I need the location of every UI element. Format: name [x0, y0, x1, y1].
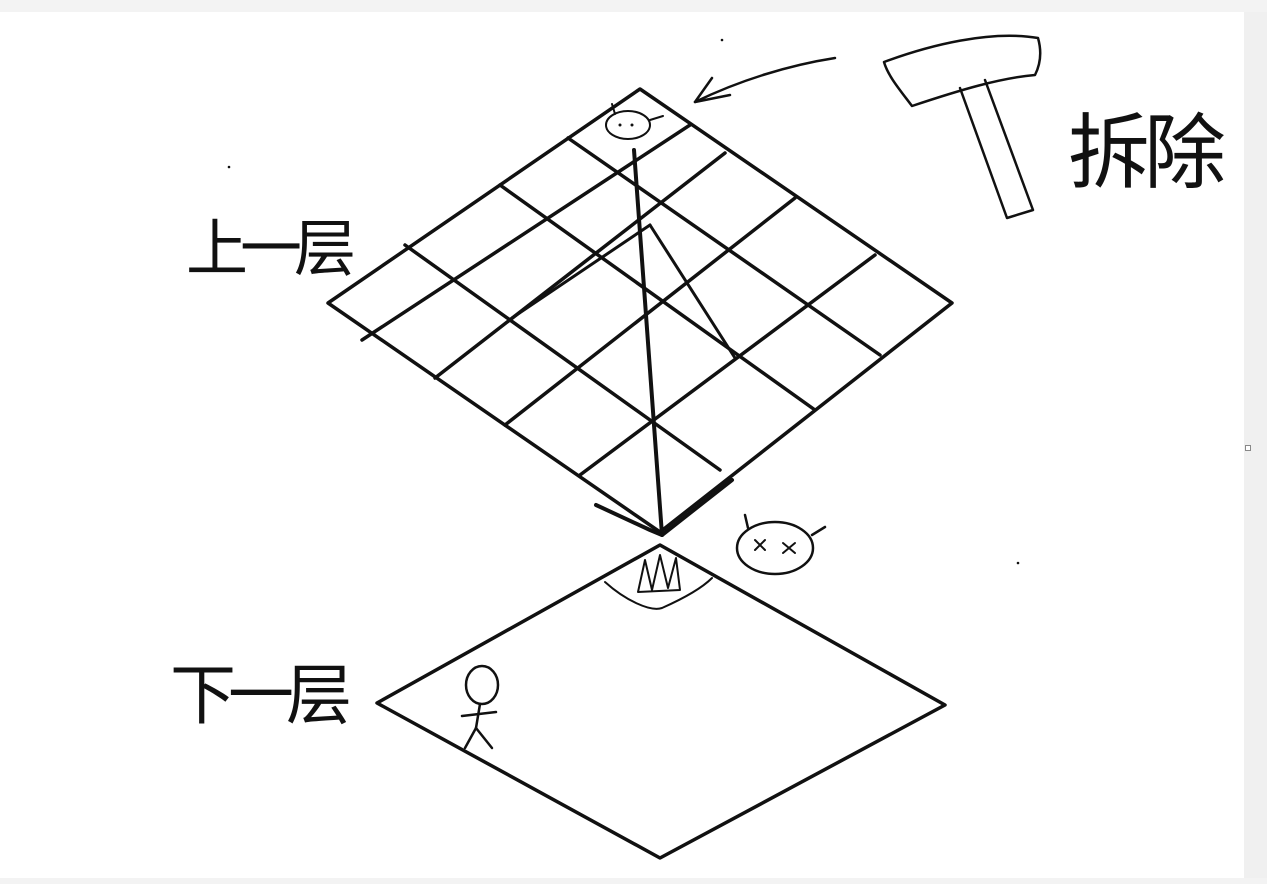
canvas-resize-handle[interactable] — [1245, 445, 1251, 451]
stray-dot — [1016, 561, 1020, 565]
stray-dot — [227, 165, 231, 169]
lower-floor-label: 下一层 — [170, 657, 352, 734]
dead-creature-face-icon — [735, 513, 827, 576]
upper-grid-line — [510, 223, 652, 320]
impact-arc — [604, 577, 713, 610]
hammer-icon — [882, 34, 1042, 220]
lower-floor-outline — [375, 543, 947, 860]
upper-grid-line — [566, 136, 882, 357]
pointer-arrow — [693, 56, 837, 104]
fall-arrow — [594, 148, 734, 537]
upper-grid-line — [648, 223, 737, 360]
upper-grid-line — [578, 253, 877, 477]
upper-floor-grid — [326, 87, 954, 534]
upper-grid-line — [433, 151, 727, 380]
fall-arrowhead — [594, 478, 734, 537]
demolish-label: 拆除 — [1068, 106, 1226, 201]
upper-grid-line — [403, 243, 722, 472]
upper-grid-line — [498, 183, 817, 412]
lower-floor — [375, 543, 947, 860]
upper-floor-outline — [326, 87, 954, 534]
creature-face-icon — [605, 103, 664, 140]
canvas-scroll-strip — [1244, 12, 1267, 878]
upper-floor-label: 上一层 — [186, 212, 356, 285]
stray-dot — [720, 38, 724, 42]
impact-mark — [637, 554, 681, 593]
upper-grid-line — [503, 196, 797, 427]
stick-figure-icon — [460, 664, 500, 750]
fall-line — [632, 148, 664, 537]
